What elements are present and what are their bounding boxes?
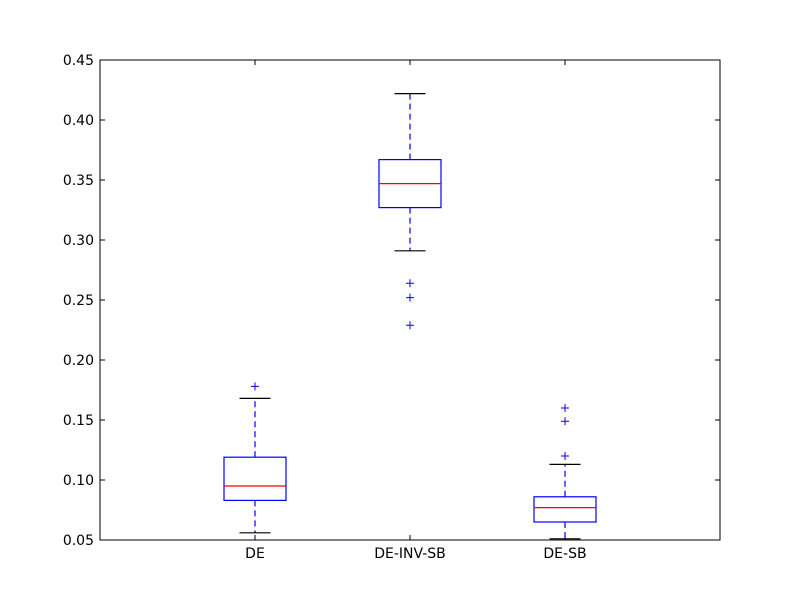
- y-tick-label: 0.45: [63, 53, 94, 69]
- outlier-marker: [561, 417, 569, 426]
- box: [223, 456, 287, 502]
- x-tick-label: DE-SB: [543, 546, 586, 562]
- y-tick-label: 0.35: [63, 173, 94, 189]
- outlier-marker: [561, 452, 569, 460]
- y-tick-label: 0.20: [63, 353, 94, 369]
- plot-frame: [99, 59, 721, 541]
- outlier-marker: [406, 279, 414, 288]
- y-tick-label: 0.40: [63, 113, 94, 129]
- outlier-marker: [406, 321, 414, 330]
- y-tick-label: 0.10: [63, 473, 94, 489]
- x-tick-label: DE: [245, 546, 265, 562]
- box: [533, 496, 597, 523]
- outlier-marker: [406, 293, 414, 302]
- x-tick-label: DE-INV-SB: [374, 546, 446, 562]
- y-tick-label: 0.25: [63, 293, 94, 309]
- y-tick-label: 0.15: [63, 413, 94, 429]
- y-tick-label: 0.05: [63, 533, 94, 549]
- outlier-marker: [561, 404, 569, 412]
- outlier-marker: [251, 382, 259, 391]
- y-tick-label: 0.30: [63, 233, 94, 249]
